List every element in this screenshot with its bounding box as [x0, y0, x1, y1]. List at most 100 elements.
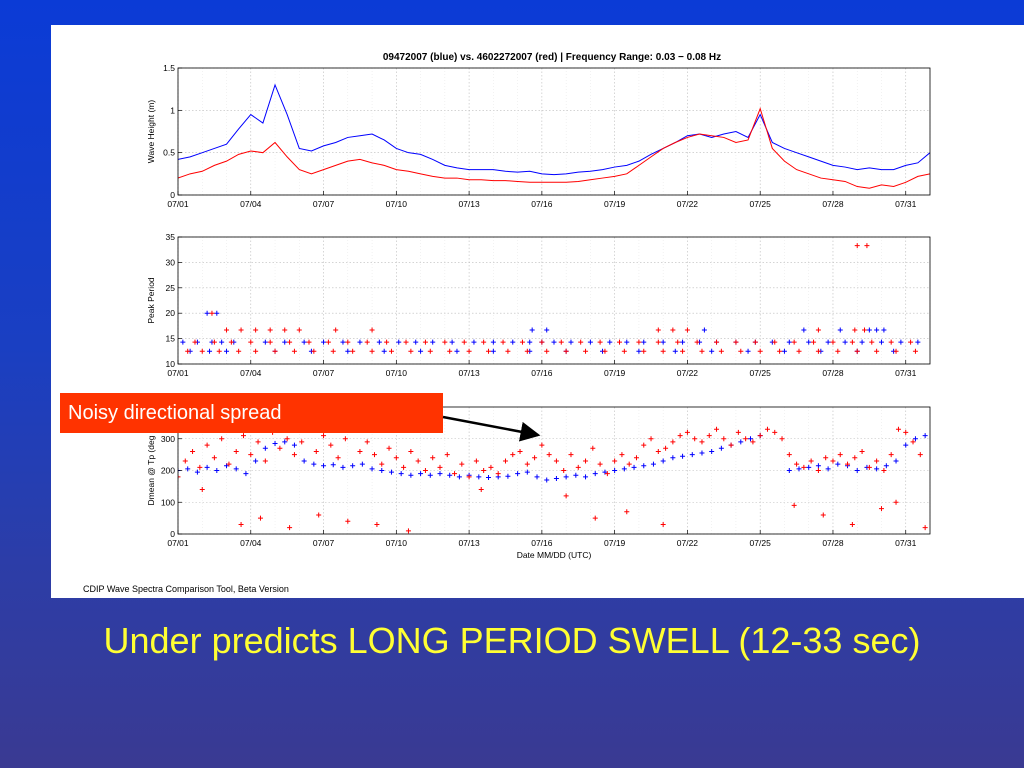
data-point-blue [670, 455, 676, 461]
data-point-red [408, 348, 414, 354]
data-point-blue [505, 473, 511, 479]
data-point-blue [490, 339, 496, 345]
data-point-red [706, 433, 712, 439]
data-point-blue [204, 310, 210, 316]
data-point-red [211, 339, 217, 345]
data-point-red [287, 339, 293, 345]
x-tick-label: 07/04 [240, 199, 262, 209]
data-point-red [321, 433, 327, 439]
data-point-red [500, 339, 506, 345]
x-tick-label: 07/10 [386, 368, 408, 378]
data-point-blue [709, 348, 715, 354]
data-point-red [692, 436, 698, 442]
y-tick-label: 20 [166, 308, 176, 318]
data-point-blue [796, 466, 802, 472]
y-tick-label: 300 [161, 434, 175, 444]
x-tick-label: 07/22 [677, 199, 699, 209]
data-point-red [854, 348, 860, 354]
data-point-blue [583, 474, 589, 480]
data-point-red [342, 436, 348, 442]
data-point-blue [825, 466, 831, 472]
data-point-red [291, 348, 297, 354]
data-point-red [677, 433, 683, 439]
data-point-red [190, 448, 196, 454]
x-tick-label: 07/25 [750, 538, 772, 548]
data-point-red [267, 327, 273, 333]
data-point-red [282, 327, 288, 333]
data-point-red [621, 348, 627, 354]
data-point-red [815, 468, 821, 473]
x-tick-label: 07/16 [531, 368, 553, 378]
data-point-blue [835, 461, 841, 467]
data-point-red [532, 455, 538, 461]
data-point-red [422, 468, 428, 473]
data-point-blue [624, 339, 630, 345]
data-point-blue [701, 327, 707, 333]
data-point-red [852, 455, 858, 461]
data-point-red [296, 327, 302, 333]
data-point-red [182, 458, 188, 464]
data-point-blue [709, 448, 715, 454]
x-tick-label: 07/19 [604, 538, 626, 548]
data-point-red [641, 348, 647, 354]
data-point-red [583, 458, 589, 464]
data-point-red [447, 348, 453, 354]
data-point-red [910, 439, 916, 445]
data-point-red [684, 429, 690, 435]
data-point-red [240, 433, 246, 439]
data-point-red [796, 348, 802, 354]
data-point-blue [568, 339, 574, 345]
data-point-red [830, 339, 836, 345]
data-point-red [779, 436, 785, 442]
y-tick-label: 25 [166, 283, 176, 293]
data-point-blue [837, 327, 843, 333]
data-point-red [878, 506, 884, 512]
x-tick-label: 07/10 [386, 538, 408, 548]
data-point-blue [529, 327, 535, 333]
x-tick-label: 07/04 [240, 368, 262, 378]
data-point-red [568, 452, 574, 458]
data-point-red [895, 426, 901, 432]
x-tick-label: 07/28 [822, 199, 844, 209]
data-point-blue [801, 327, 807, 333]
x-tick-label: 07/31 [895, 368, 917, 378]
data-point-red [199, 348, 205, 354]
data-point-red [405, 528, 411, 534]
x-tick-label: 07/01 [167, 368, 189, 378]
data-point-red [345, 339, 351, 345]
data-point-red [830, 458, 836, 464]
data-point-red [597, 339, 603, 345]
data-point-blue [660, 339, 666, 345]
x-tick-label: 07/22 [677, 538, 699, 548]
data-point-red [684, 327, 690, 333]
data-point-blue [350, 463, 356, 469]
data-point-red [563, 348, 569, 354]
data-point-red [922, 525, 928, 531]
data-point-red [216, 348, 222, 354]
data-point-red [660, 348, 666, 354]
data-point-red [893, 499, 899, 505]
data-point-blue [272, 441, 278, 447]
data-point-blue [878, 339, 884, 345]
data-point-blue [738, 439, 744, 445]
data-point-red [869, 339, 875, 345]
x-tick-label: 07/22 [677, 368, 699, 378]
data-point-red [903, 429, 909, 435]
data-point-blue [185, 466, 191, 472]
x-tick-label: 07/16 [531, 199, 553, 209]
data-point-red [721, 436, 727, 442]
data-point-blue [563, 474, 569, 480]
data-point-red [209, 310, 215, 316]
data-point-red [291, 452, 297, 458]
data-point-blue [680, 339, 686, 345]
data-point-red [874, 348, 880, 354]
data-point-red [461, 339, 467, 345]
data-point-blue [291, 442, 297, 448]
data-point-blue [359, 461, 365, 467]
y-tick-label: 0 [170, 529, 175, 539]
data-point-blue [379, 468, 385, 473]
data-point-blue [376, 339, 382, 345]
data-point-blue [631, 464, 637, 470]
data-point-red [386, 445, 392, 451]
data-point-red [908, 339, 914, 345]
